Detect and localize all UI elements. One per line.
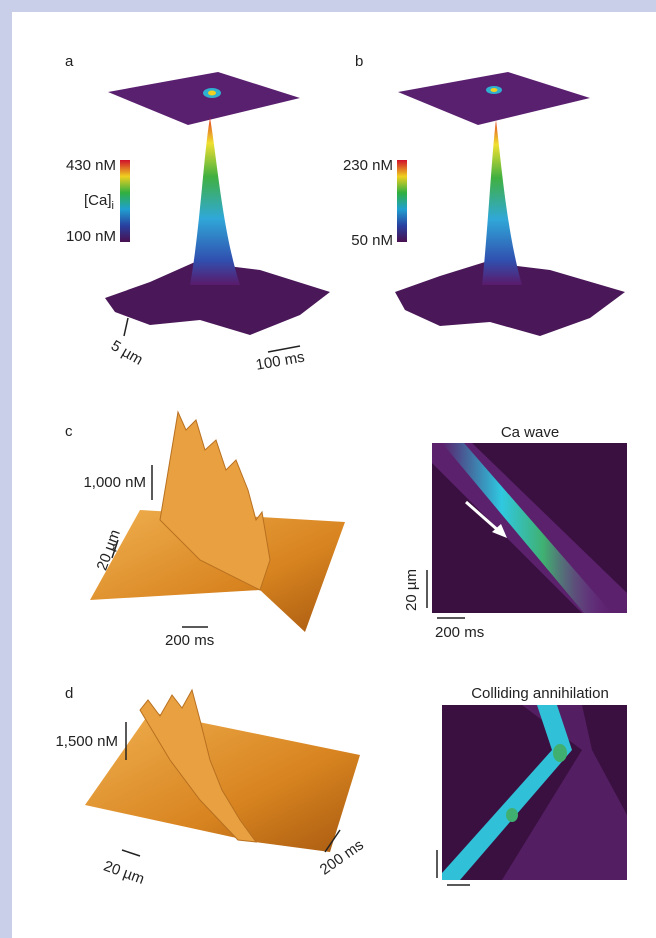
arrow-shaft bbox=[465, 500, 501, 534]
surface-base bbox=[105, 262, 330, 335]
surface-peak bbox=[482, 120, 522, 285]
scale-label: 1,500 nM bbox=[55, 733, 118, 750]
scale-label: 200 ms bbox=[165, 632, 214, 649]
projection-plane bbox=[398, 72, 590, 125]
scale-label: 20 µm bbox=[403, 569, 420, 611]
colorbar-max: 230 nM bbox=[343, 157, 393, 174]
scale-label: 1,000 nM bbox=[83, 474, 146, 491]
scale-bar bbox=[111, 539, 119, 559]
image-halo bbox=[502, 705, 627, 880]
surface-base bbox=[395, 262, 625, 336]
linescan-image bbox=[442, 705, 627, 880]
panel-label: d bbox=[65, 685, 73, 702]
panel-label: a bbox=[65, 53, 74, 70]
surface-ridge bbox=[139, 688, 258, 843]
wave-hotspot bbox=[506, 808, 518, 822]
colorbar-name-subscript: i bbox=[112, 200, 114, 212]
scale-bar bbox=[123, 317, 129, 337]
scale-bar bbox=[121, 849, 141, 857]
wave-band bbox=[442, 443, 612, 613]
linescan-image bbox=[432, 443, 627, 613]
image-title: Colliding annihilation bbox=[471, 685, 609, 702]
surface-ridge bbox=[159, 410, 271, 591]
surface bbox=[90, 510, 345, 632]
colorbar-min: 100 nM bbox=[66, 228, 116, 245]
arrow-head bbox=[492, 524, 507, 538]
hotspot-core bbox=[208, 90, 216, 96]
projection-plane bbox=[108, 72, 300, 125]
panel-label: b bbox=[355, 53, 363, 70]
colorbar bbox=[397, 160, 407, 242]
wave-band bbox=[442, 705, 572, 880]
scale-label: 200 ms bbox=[435, 624, 484, 641]
colorbar-name: [Ca]i bbox=[84, 192, 114, 212]
hotspot-core bbox=[490, 88, 498, 92]
panel-label: c bbox=[65, 423, 73, 440]
colorbar-min: 50 nM bbox=[351, 232, 393, 249]
surface-peak bbox=[190, 118, 240, 285]
colorbar-name-text: [Ca] bbox=[84, 192, 112, 209]
surface bbox=[85, 712, 360, 852]
image-title: Ca wave bbox=[501, 424, 559, 441]
scale-bar bbox=[267, 345, 301, 353]
colorbar bbox=[120, 160, 130, 242]
collision-point bbox=[553, 744, 567, 762]
colorbar-max: 430 nM bbox=[66, 157, 116, 174]
scale-bar bbox=[324, 829, 341, 853]
